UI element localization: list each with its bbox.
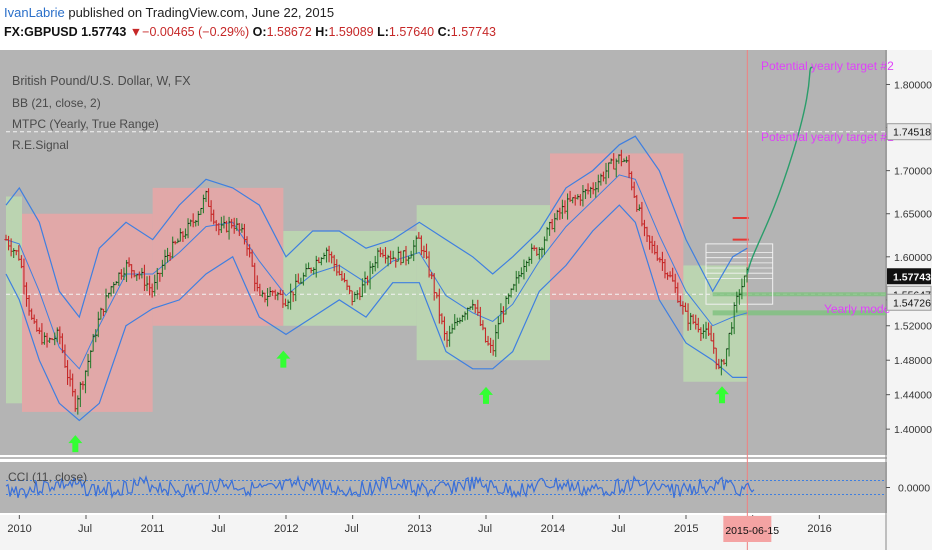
price-highlight: 1.54726 bbox=[886, 293, 932, 311]
price-tick-label: 1.60000 bbox=[894, 252, 932, 264]
open-value: 1.58672 bbox=[266, 25, 312, 39]
time-tick-label: Jul bbox=[478, 523, 492, 535]
last-price: 1.57743 bbox=[81, 25, 127, 39]
time-tick-label: Jul bbox=[345, 523, 359, 535]
price-highlight-label: 1.54726 bbox=[893, 297, 931, 309]
buy-signal-arrow bbox=[715, 386, 729, 404]
cursor-date-box bbox=[723, 516, 772, 542]
bollinger-lower-band bbox=[5, 204, 748, 422]
symbol[interactable]: FX:GBPUSD bbox=[4, 25, 78, 39]
x-axis-background bbox=[0, 515, 932, 550]
time-tick-label: Jul bbox=[611, 523, 625, 535]
price-tick-label: 1.48000 bbox=[894, 355, 932, 367]
projection-curve bbox=[746, 66, 813, 275]
price-tick-label: 1.80000 bbox=[894, 79, 932, 91]
chart-title: British Pound/U.S. Dollar, W, FX bbox=[12, 74, 191, 88]
publish-header: IvanLabrie published on TradingView.com,… bbox=[4, 5, 334, 20]
time-tick-label: 2013 bbox=[407, 523, 431, 535]
yearly-range-box bbox=[22, 213, 153, 412]
yearly-range-box bbox=[6, 196, 22, 404]
yearly-range-box bbox=[416, 205, 550, 361]
bb-indicator-label[interactable]: BB (21, close, 2) bbox=[12, 96, 101, 110]
mtpc-indicator-label[interactable]: MTPC (Yearly, True Range) bbox=[12, 117, 159, 131]
quote-line: FX:GBPUSD 1.57743 ▼−0.00465 (−0.29%) O:1… bbox=[4, 25, 496, 39]
time-tick-label: 2014 bbox=[541, 523, 565, 535]
cci-line bbox=[5, 474, 755, 500]
buy-signal-arrow bbox=[479, 386, 493, 404]
author-link[interactable]: IvanLabrie bbox=[4, 5, 65, 20]
price-highlight-label: 1.74518 bbox=[893, 127, 931, 139]
price-highlight: 1.74518 bbox=[886, 123, 932, 141]
time-tick-label: Jul bbox=[211, 523, 225, 535]
bollinger-upper-band bbox=[5, 135, 748, 319]
time-tick-label: Jul bbox=[78, 523, 92, 535]
target-1-label: Potential yearly target #1 bbox=[761, 130, 894, 144]
price-tick-label: 1.70000 bbox=[894, 166, 932, 178]
low-value: 1.57640 bbox=[388, 25, 435, 39]
close-value: 1.57743 bbox=[450, 25, 496, 39]
cci-indicator-label[interactable]: CCI (11, close) bbox=[8, 470, 88, 484]
time-tick-label: 2016 bbox=[807, 523, 831, 535]
price-highlight-box bbox=[886, 293, 932, 311]
price-chart[interactable]: Potential yearly target #2 Potential year… bbox=[0, 50, 932, 550]
yearly-mode-label: Yearly mode bbox=[824, 302, 891, 316]
time-tick-label: 2015 bbox=[674, 523, 698, 535]
bollinger-middle-band bbox=[5, 174, 748, 370]
price-tick-label: 1.65000 bbox=[894, 209, 932, 221]
low-label: L: bbox=[377, 25, 389, 39]
yearly-range-box bbox=[283, 230, 417, 326]
cursor-date-label: 2015-06-15 bbox=[725, 525, 779, 537]
high-value: 1.59089 bbox=[328, 25, 374, 39]
signal-indicator-label[interactable]: R.E.Signal bbox=[12, 138, 69, 152]
price-tick-label: 1.40000 bbox=[894, 424, 932, 436]
price-highlight-box bbox=[886, 123, 932, 141]
price-tick-label: 1.44000 bbox=[894, 390, 932, 402]
buy-signal-arrow bbox=[68, 435, 83, 453]
price-highlight-label: 1.57743 bbox=[893, 271, 931, 283]
price-tick-label: 1.52000 bbox=[894, 321, 932, 333]
time-tick-label: 2011 bbox=[141, 523, 165, 535]
close-label: C: bbox=[437, 25, 451, 39]
price-highlight-box bbox=[887, 268, 931, 285]
cci-value-label: 0.0000 bbox=[898, 483, 930, 495]
price-change: ▼−0.00465 (−0.29%) bbox=[129, 25, 250, 39]
cci-pane-background bbox=[0, 462, 932, 513]
buy-signal-arrow bbox=[276, 350, 291, 368]
price-highlight: 1.57743 bbox=[887, 268, 931, 285]
high-label: H: bbox=[315, 25, 329, 39]
open-label: O: bbox=[252, 25, 267, 39]
time-tick-label: 2010 bbox=[7, 523, 31, 535]
publish-info: published on TradingView.com, June 22, 2… bbox=[68, 5, 335, 20]
time-tick-label: 2012 bbox=[274, 523, 298, 535]
target-2-label: Potential yearly target #2 bbox=[761, 59, 894, 73]
